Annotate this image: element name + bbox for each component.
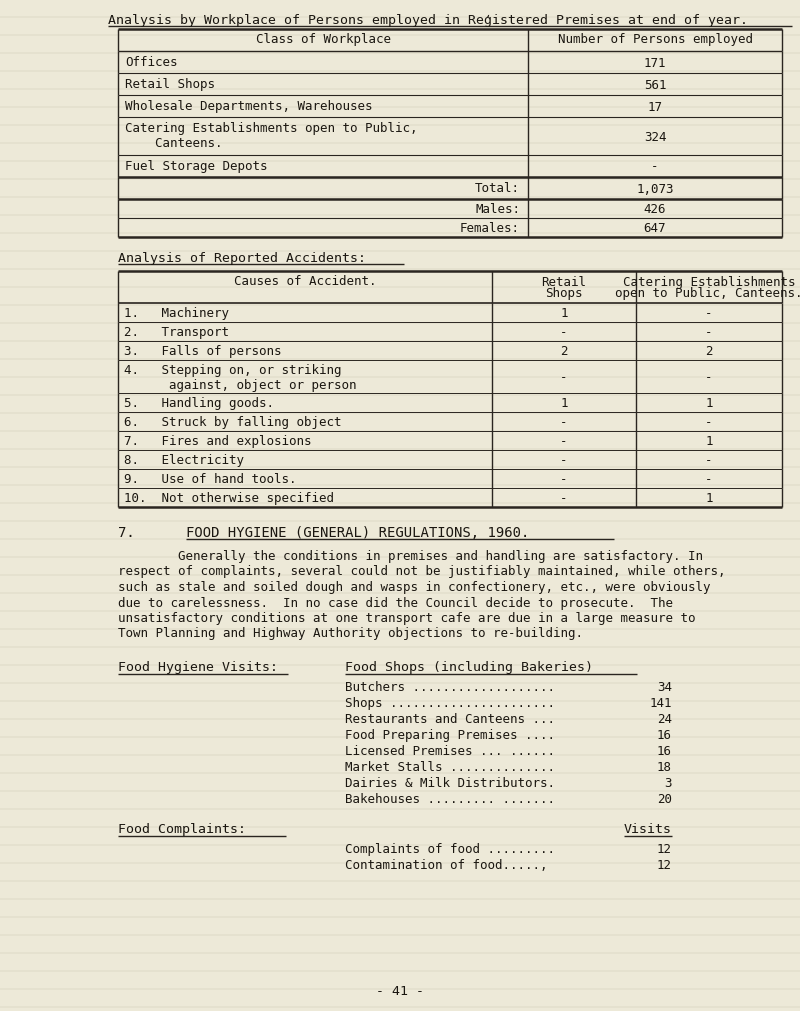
Text: Class of Workplace: Class of Workplace — [255, 33, 390, 45]
Text: -: - — [560, 416, 568, 429]
Text: -: - — [560, 435, 568, 448]
Text: 324: 324 — [644, 130, 666, 144]
Text: 18: 18 — [657, 760, 672, 773]
Text: -: - — [706, 454, 713, 466]
Text: FOOD HYGIENE (GENERAL) REGULATIONS, 1960.: FOOD HYGIENE (GENERAL) REGULATIONS, 1960… — [186, 526, 530, 540]
Text: 647: 647 — [644, 221, 666, 235]
Text: 2: 2 — [560, 345, 568, 358]
Text: Butchers ...................: Butchers ................... — [345, 680, 555, 694]
Text: 5.   Handling goods.: 5. Handling goods. — [124, 396, 274, 409]
Text: Market Stalls ..............: Market Stalls .............. — [345, 760, 555, 773]
Text: Food Shops (including Bakeries): Food Shops (including Bakeries) — [345, 660, 593, 673]
Text: Offices: Offices — [125, 56, 178, 69]
Text: Restaurants and Canteens ...: Restaurants and Canteens ... — [345, 713, 555, 725]
Text: respect of complaints, several could not be justifiably maintained, while others: respect of complaints, several could not… — [118, 565, 726, 578]
Text: Food Complaints:: Food Complaints: — [118, 822, 246, 835]
Text: Shops: Shops — [546, 287, 582, 299]
Text: -: - — [560, 371, 568, 383]
Text: Dairies & Milk Distributors.: Dairies & Milk Distributors. — [345, 776, 555, 790]
Text: Analysis by Workplace of Persons employed in Reģistered Premises at end of year.: Analysis by Workplace of Persons employe… — [108, 14, 748, 27]
Text: 8.   Electricity: 8. Electricity — [124, 454, 244, 466]
Text: Fuel Storage Depots: Fuel Storage Depots — [125, 160, 267, 173]
Text: 1.   Machinery: 1. Machinery — [124, 306, 229, 319]
Text: -: - — [560, 472, 568, 485]
Text: Bakehouses ......... .......: Bakehouses ......... ....... — [345, 793, 555, 805]
Text: Complaints of food .........: Complaints of food ......... — [345, 842, 555, 855]
Text: -: - — [706, 371, 713, 383]
Text: 561: 561 — [644, 79, 666, 91]
Text: such as stale and soiled dough and wasps in confectionery, etc., were obviously: such as stale and soiled dough and wasps… — [118, 580, 710, 593]
Text: -: - — [651, 161, 658, 173]
Text: 7.   Fires and explosions: 7. Fires and explosions — [124, 435, 311, 448]
Text: Town Planning and Highway Authority objections to re-building.: Town Planning and Highway Authority obje… — [118, 627, 583, 640]
Text: Males:: Males: — [475, 203, 520, 215]
Text: -: - — [706, 416, 713, 429]
Text: Licensed Premises ... ......: Licensed Premises ... ...... — [345, 744, 555, 757]
Text: Causes of Accident.: Causes of Accident. — [234, 274, 376, 287]
Text: Wholesale Departments, Warehouses: Wholesale Departments, Warehouses — [125, 100, 373, 113]
Text: Shops ......................: Shops ...................... — [345, 697, 555, 710]
Text: 1: 1 — [706, 435, 713, 448]
Text: 1: 1 — [560, 306, 568, 319]
Text: 171: 171 — [644, 57, 666, 70]
Text: due to carelessness.  In no case did the Council decide to prosecute.  The: due to carelessness. In no case did the … — [118, 595, 673, 609]
Text: 24: 24 — [657, 713, 672, 725]
Text: 6.   Struck by falling object: 6. Struck by falling object — [124, 416, 342, 429]
Text: 9.   Use of hand tools.: 9. Use of hand tools. — [124, 472, 297, 485]
Text: -: - — [706, 306, 713, 319]
Text: 12: 12 — [657, 842, 672, 855]
Text: 16: 16 — [657, 728, 672, 741]
Text: 12: 12 — [657, 858, 672, 871]
Text: - 41 -: - 41 - — [376, 984, 424, 997]
Text: 16: 16 — [657, 744, 672, 757]
Text: 20: 20 — [657, 793, 672, 805]
Text: Catering Establishments: Catering Establishments — [622, 276, 795, 289]
Text: Total:: Total: — [475, 182, 520, 195]
Text: 4.   Stepping on, or striking
      against, object or person: 4. Stepping on, or striking against, obj… — [124, 364, 357, 391]
Text: open to Public, Canteens.: open to Public, Canteens. — [615, 287, 800, 299]
Text: Food Hygiene Visits:: Food Hygiene Visits: — [118, 660, 278, 673]
Text: 7.: 7. — [118, 526, 134, 540]
Text: 1: 1 — [706, 396, 713, 409]
Text: -: - — [560, 454, 568, 466]
Text: Catering Establishments open to Public,
    Canteens.: Catering Establishments open to Public, … — [125, 122, 418, 150]
Text: 10.  Not otherwise specified: 10. Not otherwise specified — [124, 491, 334, 504]
Text: 3.   Falls of persons: 3. Falls of persons — [124, 345, 282, 358]
Text: 2: 2 — [706, 345, 713, 358]
Text: 1: 1 — [706, 491, 713, 504]
Text: Contamination of food.....,: Contamination of food....., — [345, 858, 547, 871]
Text: -: - — [706, 326, 713, 339]
Text: 3: 3 — [665, 776, 672, 790]
Text: 426: 426 — [644, 203, 666, 215]
Text: Retail: Retail — [542, 276, 586, 289]
Text: 2.   Transport: 2. Transport — [124, 326, 229, 339]
Text: Number of Persons employed: Number of Persons employed — [558, 33, 753, 45]
Text: Retail Shops: Retail Shops — [125, 78, 215, 91]
Text: Generally the conditions in premises and handling are satisfactory. In: Generally the conditions in premises and… — [118, 549, 703, 562]
Text: Food Preparing Premises ....: Food Preparing Premises .... — [345, 728, 555, 741]
Text: 17: 17 — [647, 100, 662, 113]
Text: Analysis of Reported Accidents:: Analysis of Reported Accidents: — [118, 252, 366, 265]
Text: -: - — [560, 326, 568, 339]
Text: Females:: Females: — [460, 221, 520, 235]
Text: Visits: Visits — [624, 822, 672, 835]
Text: 141: 141 — [650, 697, 672, 710]
Text: -: - — [706, 472, 713, 485]
Text: unsatisfactory conditions at one transport cafe are due in a large measure to: unsatisfactory conditions at one transpo… — [118, 612, 695, 625]
Text: 1,073: 1,073 — [636, 182, 674, 195]
Text: 1: 1 — [560, 396, 568, 409]
Text: 34: 34 — [657, 680, 672, 694]
Text: -: - — [560, 491, 568, 504]
